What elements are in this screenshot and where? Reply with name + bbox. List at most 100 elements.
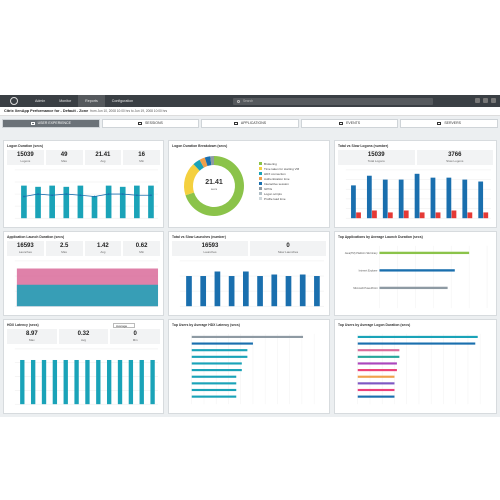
line-point xyxy=(65,193,68,195)
donut-slice xyxy=(193,159,204,171)
bar-total xyxy=(398,179,404,219)
stat-min: 16 Min xyxy=(123,150,160,165)
bar xyxy=(21,185,27,219)
nav-monitor[interactable]: Monitor xyxy=(59,99,72,103)
bar-total xyxy=(446,177,452,219)
nav-admin[interactable]: Admin xyxy=(35,99,46,103)
slow-launches-chart xyxy=(172,259,326,312)
bar xyxy=(117,359,123,405)
slow-logons-chart xyxy=(338,168,493,224)
date-range[interactable]: from Jun 10, 2008 10:00 hrs to Jun 19, 2… xyxy=(90,109,168,113)
logon-breakdown-donut xyxy=(179,151,249,221)
user-bar xyxy=(357,382,395,385)
stat-max: 2.5 Max xyxy=(45,241,83,256)
area-series xyxy=(16,284,159,307)
breakdown-legend: Brokering Time taken for starting VM HDX c… xyxy=(259,161,327,201)
user-bar xyxy=(357,388,395,392)
bar-slow xyxy=(387,212,393,219)
donut-center-value: 21.41 xyxy=(205,179,223,186)
bar xyxy=(63,186,70,219)
stat-row: 16593 Launches 2.5 Max 1.42 Avg 0.62 Min xyxy=(7,241,160,256)
user-experience-icon xyxy=(30,121,35,125)
user-bar xyxy=(191,395,237,398)
bar xyxy=(139,359,144,405)
app-bar xyxy=(379,286,448,290)
app-label: Internet Explorer xyxy=(359,269,378,272)
bar-slow xyxy=(419,212,425,219)
launch-duration-chart xyxy=(7,259,160,312)
bar-slow xyxy=(435,212,441,219)
search-input[interactable]: Search xyxy=(233,97,433,105)
tab-sessions[interactable]: SESSIONS xyxy=(101,118,200,128)
tab-events[interactable]: EVENTS xyxy=(300,118,399,128)
tab-servers[interactable]: SERVERS xyxy=(400,118,498,128)
notification-icon[interactable] xyxy=(475,98,480,103)
help-icon[interactable] xyxy=(483,98,488,103)
line-point xyxy=(23,195,25,198)
nav-configuration[interactable]: Configuration xyxy=(111,99,134,103)
logon-duration-panel: Logon Duration (secs) 15039 Logons 49 Max … xyxy=(3,140,164,228)
app-bar xyxy=(379,251,470,255)
legend-swatch xyxy=(259,167,262,170)
panel-title: Top Users by Average HDX Latency (secs) xyxy=(172,323,240,327)
user-bar xyxy=(191,335,304,338)
bar xyxy=(74,359,79,405)
user-icon[interactable] xyxy=(491,98,496,103)
launch-duration-panel: Application Launch Duration (secs) 16593… xyxy=(3,231,164,316)
panel-title: HDX Latency (secs) xyxy=(7,323,39,327)
bar xyxy=(128,359,134,405)
bar-slow xyxy=(451,210,457,219)
legend-item: Time taken for starting VM xyxy=(259,166,327,171)
top-hdx-users-panel: Top Users by Average HDX Latency (secs) xyxy=(168,319,330,414)
bar xyxy=(119,186,126,219)
bar xyxy=(148,185,154,219)
logo xyxy=(0,95,28,107)
panel-title: Logon Duration (secs) xyxy=(7,144,43,148)
user-bar xyxy=(191,382,237,385)
line-point xyxy=(79,194,82,197)
user-bar xyxy=(357,395,395,398)
top-hdx-users-chart xyxy=(172,330,326,410)
toolbar-icons xyxy=(475,98,496,103)
panel-title: Top Applications by Average Launch Durat… xyxy=(338,235,423,239)
bar xyxy=(200,276,207,307)
aggregation-select[interactable]: Average xyxy=(113,322,135,328)
bar xyxy=(52,359,58,405)
user-bar xyxy=(191,342,253,345)
legend-item: Brokering xyxy=(259,161,327,166)
series-line xyxy=(23,193,151,197)
bar xyxy=(20,359,25,405)
user-bar xyxy=(357,355,400,358)
tab-applications[interactable]: APPLICATIONS xyxy=(201,118,299,128)
top-navigation-bar: Admin Monitor Reports Configuration Sear… xyxy=(0,95,500,107)
donut-slice xyxy=(184,164,200,196)
app-label: Microsoft PowerPoint xyxy=(353,287,377,290)
bar-total xyxy=(430,177,436,219)
bar xyxy=(271,274,278,307)
bar xyxy=(106,359,112,405)
panel-title: Logon Duration Breakdown (secs) xyxy=(172,144,228,148)
user-bar xyxy=(357,375,395,378)
nav-reports[interactable]: Reports xyxy=(78,95,105,107)
stat-avg: 1.42 Avg xyxy=(84,241,122,256)
hdx-latency-panel: HDX Latency (secs) Average 8.97 Max 0.32 A… xyxy=(3,319,164,414)
user-bar xyxy=(357,342,476,345)
panel-title: Application Launch Duration (secs) xyxy=(7,235,65,239)
bar xyxy=(41,359,47,405)
legend-label: Brokering xyxy=(264,161,277,166)
bar-total xyxy=(351,185,356,219)
legend-label: Authentication time xyxy=(264,176,290,181)
events-icon xyxy=(339,121,344,125)
legend-swatch xyxy=(259,197,262,200)
donut-slice xyxy=(199,157,208,168)
search-placeholder: Search xyxy=(243,99,254,103)
legend-swatch xyxy=(259,172,262,175)
top-logon-users-chart xyxy=(338,330,493,410)
line-point xyxy=(37,193,39,195)
tab-user-experience[interactable]: USER EXPERIENCE xyxy=(2,118,100,128)
bar xyxy=(85,359,90,405)
bar xyxy=(150,359,155,405)
bar-slow xyxy=(403,210,409,219)
slow-logons-panel: Total vs Slow Logons (number) 15039 Total… xyxy=(334,140,497,228)
legend-label: Logon scripts xyxy=(264,191,282,196)
